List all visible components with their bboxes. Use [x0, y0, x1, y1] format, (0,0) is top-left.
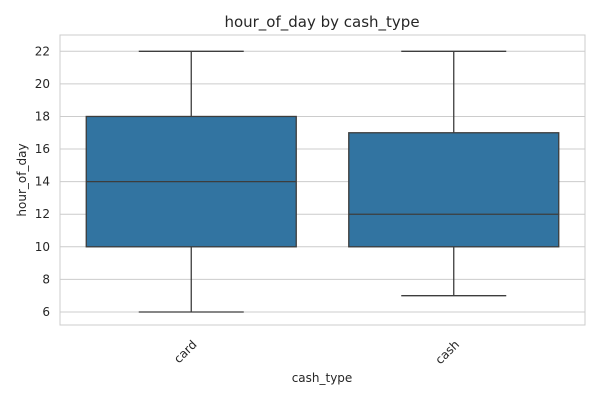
y-tick-label: 20 [35, 77, 50, 91]
x-tick-label: cash [433, 337, 463, 367]
iqr-box [348, 132, 560, 248]
y-tick-label: 8 [42, 272, 50, 286]
y-tick-label: 12 [35, 207, 50, 221]
y-tick-label: 14 [35, 175, 50, 189]
y-tick-label: 10 [35, 240, 50, 254]
plot-frame [59, 34, 586, 326]
y-tick-label: 22 [35, 44, 50, 58]
box-cash [348, 50, 560, 297]
x-tick-labels: card cash [171, 337, 462, 367]
chart-title: hour_of_day by cash_type [224, 13, 419, 32]
y-tick-label: 6 [42, 305, 50, 319]
box-card [85, 50, 297, 313]
y-axis-label: hour_of_day [15, 143, 29, 216]
y-tick-label: 18 [35, 109, 50, 123]
y-tick-labels: 6 8 10 12 14 16 18 20 22 [35, 44, 50, 319]
x-axis-label: cash_type [292, 371, 353, 385]
x-tick-label: card [171, 337, 199, 365]
boxes [85, 50, 560, 313]
y-tick-label: 16 [35, 142, 50, 156]
